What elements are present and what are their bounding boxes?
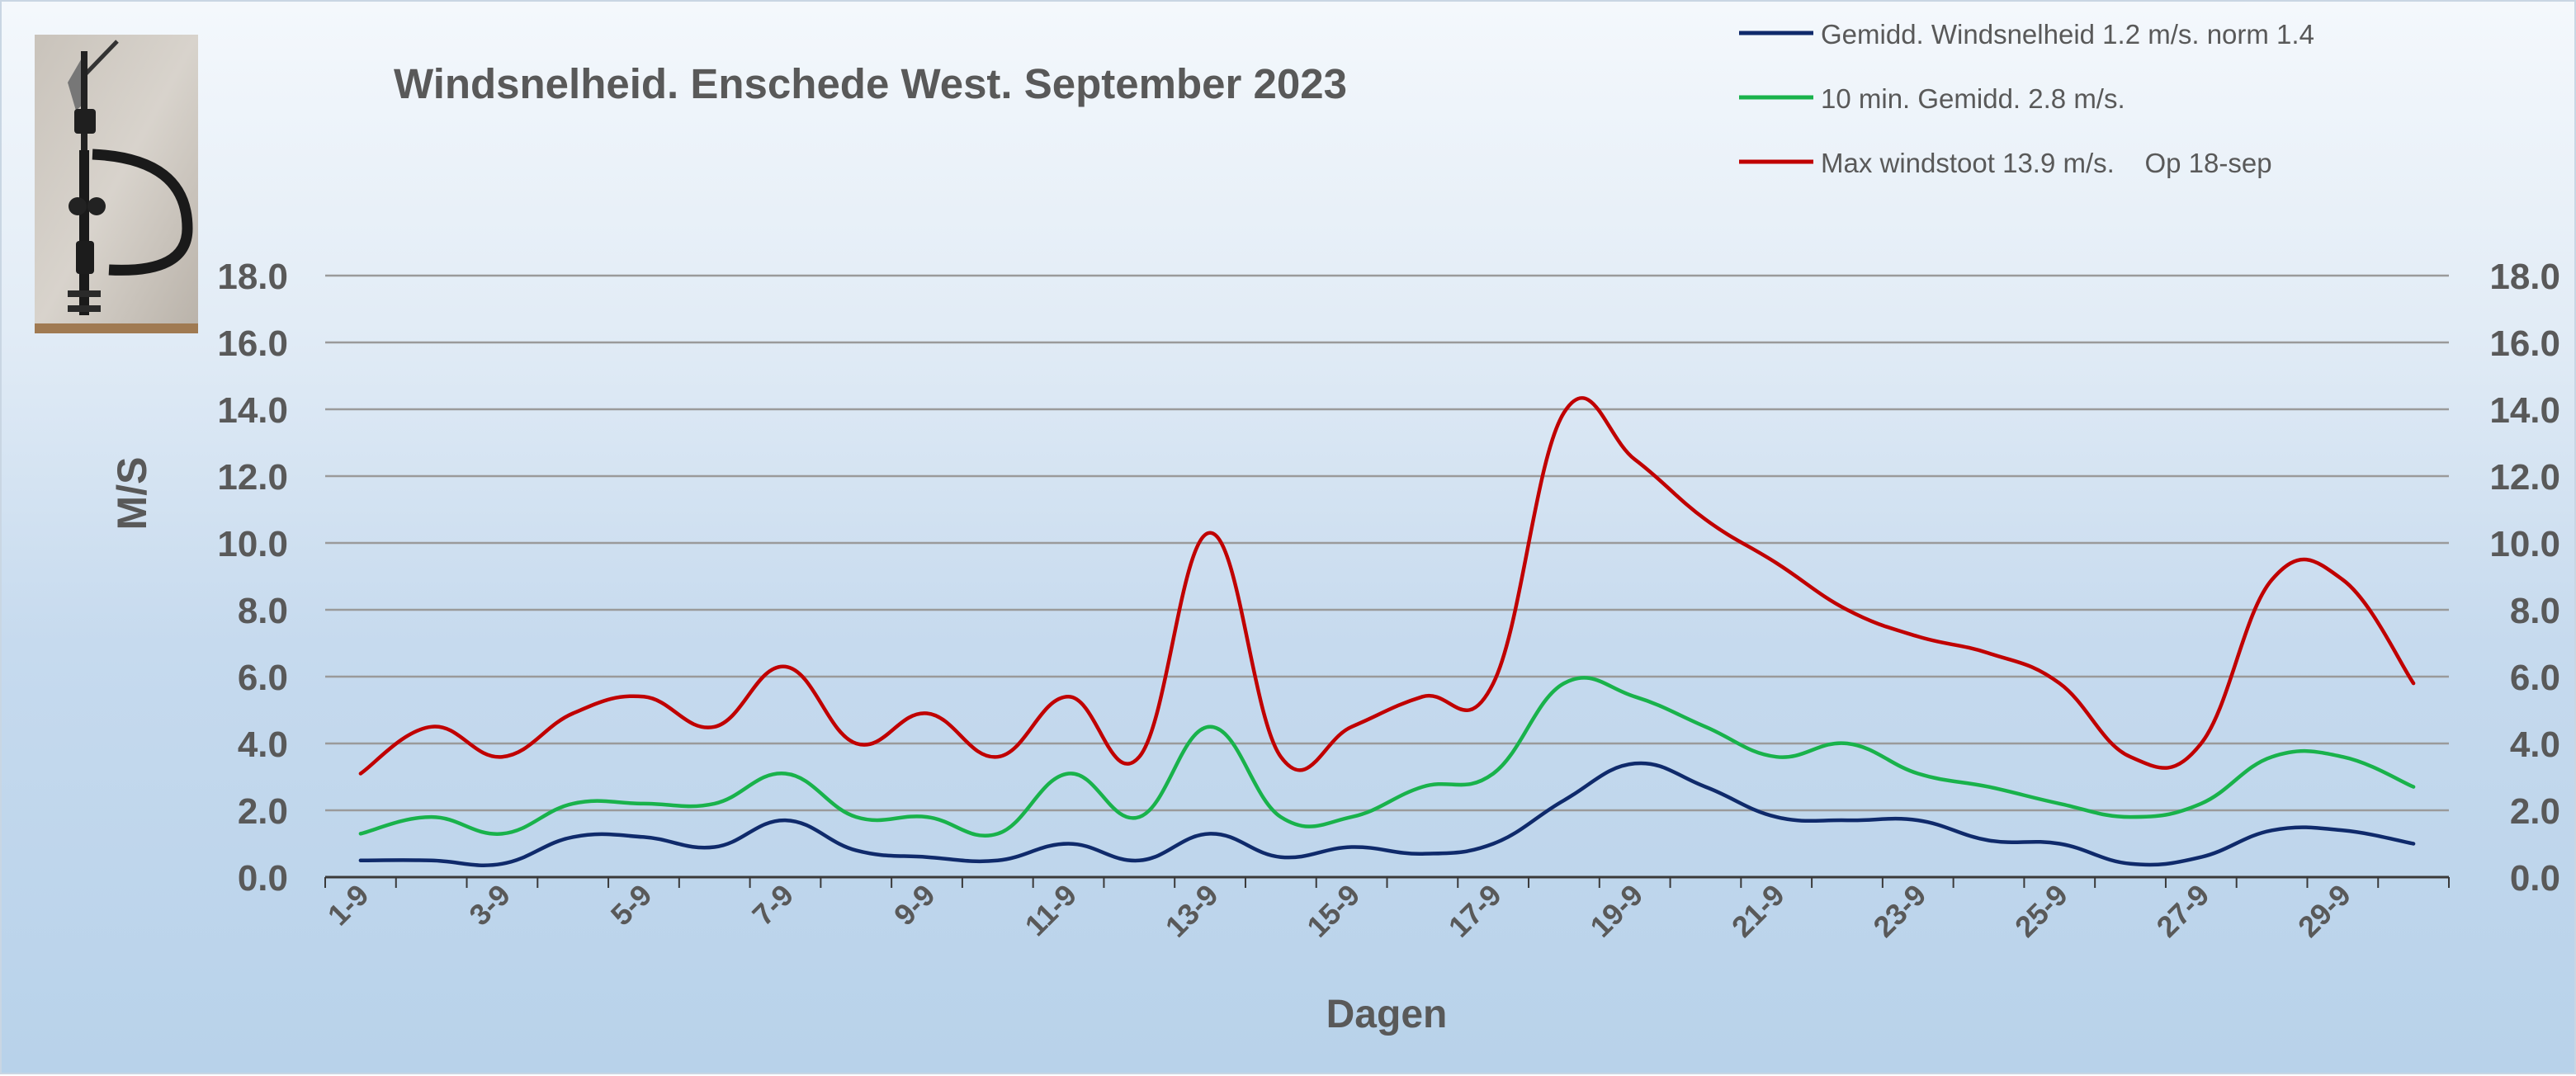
x-tick-label: 13-9 [1159,878,1225,944]
axes: 0.0 0.0 2.0 2.0 4.0 4.0 6.0 6.0 8.0 8.0 10.0 10.0 12… [217,257,2560,944]
chart-title: Windsnelheid. Enschede West. September 2… [394,60,1347,107]
y-tick-label-left: 2.0 [238,791,288,832]
y-tick-label-right: 4.0 [2510,724,2560,765]
x-tick-label: 19-9 [1583,878,1649,944]
y-tick-label-right: 16.0 [2489,323,2560,364]
x-tick-label: 27-9 [2150,878,2216,944]
x-tick-label: 1-9 [321,878,376,932]
legend-label-1: Gemidd. Windsnelheid 1.2 m/s. norm 1.4 [1821,19,2314,50]
legend-label-3: Max windstoot 13.9 m/s. Op 18-sep [1821,148,2272,178]
x-tick-label: 29-9 [2291,878,2357,944]
x-tick-label: 9-9 [887,878,942,932]
y-tick-label-left: 6.0 [238,658,288,698]
y-tick-label-right: 10.0 [2489,524,2560,564]
y-tick-label-left: 4.0 [238,724,288,765]
x-tick-label: 11-9 [1019,878,1084,943]
y-tick-label-left: 0.0 [238,858,288,899]
series-line-1 [358,761,2416,867]
y-tick-label-right: 6.0 [2510,658,2560,698]
series-line-3 [358,396,2416,776]
x-tick-label: 5-9 [604,878,659,932]
x-tick-label: 23-9 [1866,878,1932,944]
y-tick-label-right: 14.0 [2489,390,2560,431]
y-tick-label-right: 2.0 [2510,791,2560,832]
x-tick-label: 15-9 [1300,878,1366,944]
y-tick-label-left: 18.0 [217,257,288,297]
y-tick-label-left: 8.0 [238,591,288,631]
y-tick-label-left: 10.0 [217,524,288,564]
y-tick-label-right: 18.0 [2489,257,2560,297]
legend-label-2: 10 min. Gemidd. 2.8 m/s. [1821,83,2125,114]
x-axis-title: Dagen [1326,993,1448,1036]
y-axis-title: M/S [109,457,155,531]
x-tick-label: 17-9 [1442,878,1508,944]
y-tick-label-right: 12.0 [2489,457,2560,498]
legend: Gemidd. Windsnelheid 1.2 m/s. norm 1.4 10… [1739,19,2314,178]
x-tick-label: 21-9 [1725,878,1791,944]
y-tick-label-left: 12.0 [217,457,288,498]
y-tick-label-right: 0.0 [2510,858,2560,899]
y-tick-label-left: 16.0 [217,323,288,364]
gridlines [325,274,2449,812]
y-tick-label-right: 8.0 [2510,591,2560,631]
series-line-2 [358,676,2416,838]
x-tick-label: 7-9 [745,878,800,932]
x-tick-label: 25-9 [2008,878,2074,944]
series-lines [358,396,2416,867]
y-tick-label-left: 14.0 [217,390,288,431]
x-tick-label: 3-9 [462,878,517,932]
anemometer-photo [35,35,198,333]
